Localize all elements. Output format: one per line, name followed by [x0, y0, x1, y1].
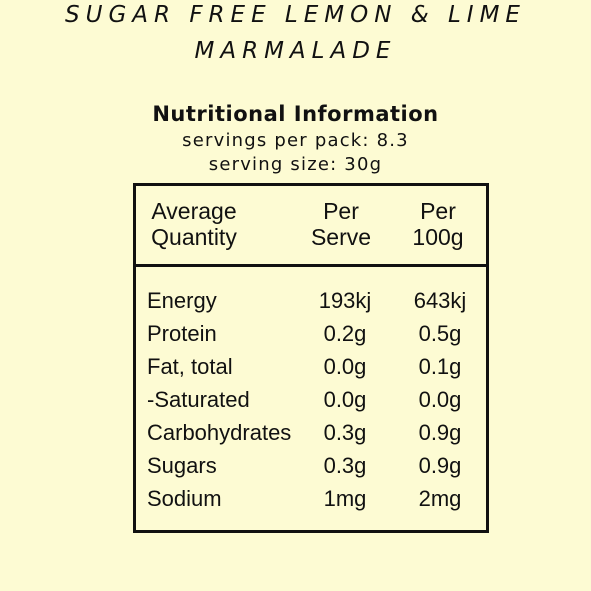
nutrition-heading: Nutritional Information — [152, 102, 439, 126]
per-100g-value: 0.0g — [418, 387, 462, 412]
table-row: -Saturated 0.0g 0.0g — [136, 383, 486, 416]
table-row: Protein 0.2g 0.5g — [136, 317, 486, 350]
nutrient-name: Energy — [147, 288, 217, 313]
column-header-per-serve-line-2: Serve — [310, 224, 372, 250]
column-header-quantity-line-2: Quantity — [151, 224, 237, 250]
table-row: Fat, total 0.0g 0.1g — [136, 350, 486, 383]
per-serve-value: 193kj — [318, 288, 372, 313]
per-serve-value: 0.3g — [323, 420, 367, 445]
nutrient-name: Carbohydrates — [147, 420, 292, 445]
per-serve-value: 0.0g — [323, 387, 367, 412]
column-header-per-100g: Per 100g — [398, 198, 478, 250]
table-row: Sodium 1mg 2mg — [136, 482, 486, 515]
per-serve-value: 0.2g — [323, 321, 367, 346]
column-header-per-100g-line-2: 100g — [412, 224, 464, 250]
product-title-line-2: MARMALADE — [194, 38, 397, 64]
per-100g-value: 0.9g — [418, 453, 462, 478]
column-header-per-serve-line-1: Per — [323, 198, 359, 224]
nutrition-panel: Average Quantity Per Serve Per 100g Ener… — [133, 183, 489, 533]
column-header-quantity: Average Quantity — [144, 198, 244, 250]
product-title: SUGAR FREE LEMON & LIME MARMALADE — [0, 0, 591, 69]
column-header-quantity-line-1: Average — [151, 198, 237, 224]
table-row: Energy 193kj 643kj — [136, 284, 486, 317]
nutrient-name: Protein — [147, 321, 217, 346]
column-header-per-100g-line-1: Per — [420, 198, 456, 224]
nutrition-panel-header: Average Quantity Per Serve Per 100g — [136, 186, 486, 267]
nutrient-name: Fat, total — [147, 354, 233, 379]
per-100g-value: 0.9g — [418, 420, 462, 445]
nutrient-name: Sodium — [147, 486, 222, 511]
serving-size: serving size: 30g — [208, 154, 383, 175]
per-100g-value: 2mg — [418, 486, 462, 511]
per-100g-value: 0.1g — [418, 354, 462, 379]
per-serve-value: 1mg — [323, 486, 367, 511]
per-serve-value: 0.3g — [323, 453, 367, 478]
product-title-line-1: SUGAR FREE LEMON & LIME — [65, 2, 526, 28]
table-row: Carbohydrates 0.3g 0.9g — [136, 416, 486, 449]
per-100g-value: 0.5g — [418, 321, 462, 346]
column-header-per-serve: Per Serve — [302, 198, 380, 250]
table-row: Sugars 0.3g 0.9g — [136, 449, 486, 482]
nutrient-name: -Saturated — [147, 387, 250, 412]
per-100g-value: 643kj — [413, 288, 467, 313]
nutrition-rows: Energy 193kj 643kj Protein 0.2g 0.5g Fat… — [136, 284, 486, 515]
per-serve-value: 0.0g — [323, 354, 367, 379]
nutrient-name: Sugars — [147, 453, 217, 478]
servings-per-pack: servings per pack: 8.3 — [182, 130, 409, 151]
